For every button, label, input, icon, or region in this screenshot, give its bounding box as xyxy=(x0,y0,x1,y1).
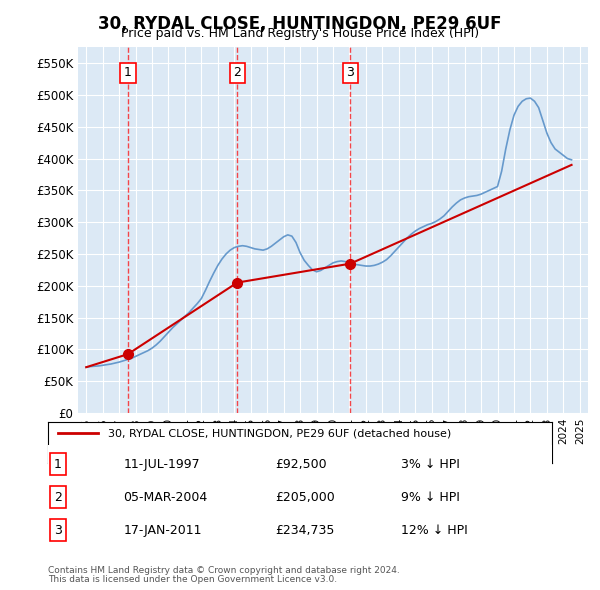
Text: 30, RYDAL CLOSE, HUNTINGDON, PE29 6UF: 30, RYDAL CLOSE, HUNTINGDON, PE29 6UF xyxy=(98,15,502,33)
Text: Contains HM Land Registry data © Crown copyright and database right 2024.: Contains HM Land Registry data © Crown c… xyxy=(48,566,400,575)
Text: 9% ↓ HPI: 9% ↓ HPI xyxy=(401,490,460,504)
Text: 17-JAN-2011: 17-JAN-2011 xyxy=(124,523,202,537)
Text: £92,500: £92,500 xyxy=(275,457,326,471)
Text: £205,000: £205,000 xyxy=(275,490,335,504)
Text: 3% ↓ HPI: 3% ↓ HPI xyxy=(401,457,460,471)
Text: 1: 1 xyxy=(54,457,62,471)
Text: 11-JUL-1997: 11-JUL-1997 xyxy=(124,457,200,471)
Text: 12% ↓ HPI: 12% ↓ HPI xyxy=(401,523,467,537)
Text: 3: 3 xyxy=(54,523,62,537)
Text: HPI: Average price, detached house, Huntingdonshire: HPI: Average price, detached house, Hunt… xyxy=(109,447,407,457)
Text: 05-MAR-2004: 05-MAR-2004 xyxy=(124,490,208,504)
Text: This data is licensed under the Open Government Licence v3.0.: This data is licensed under the Open Gov… xyxy=(48,575,337,584)
Text: 1: 1 xyxy=(124,66,132,79)
Text: 3: 3 xyxy=(346,66,354,79)
Text: £234,735: £234,735 xyxy=(275,523,334,537)
Text: 2: 2 xyxy=(233,66,241,79)
Text: 2: 2 xyxy=(54,490,62,504)
Text: 30, RYDAL CLOSE, HUNTINGDON, PE29 6UF (detached house): 30, RYDAL CLOSE, HUNTINGDON, PE29 6UF (d… xyxy=(109,428,452,438)
Text: Price paid vs. HM Land Registry's House Price Index (HPI): Price paid vs. HM Land Registry's House … xyxy=(121,27,479,40)
